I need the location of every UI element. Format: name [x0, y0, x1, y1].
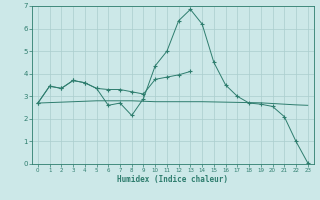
X-axis label: Humidex (Indice chaleur): Humidex (Indice chaleur): [117, 175, 228, 184]
